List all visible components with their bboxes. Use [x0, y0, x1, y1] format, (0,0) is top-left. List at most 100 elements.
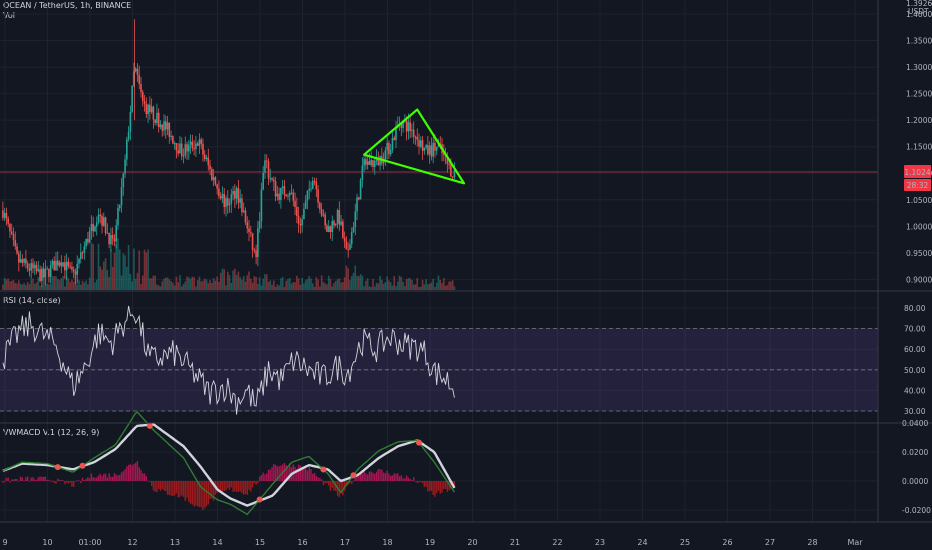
macd-cross-dot — [320, 466, 327, 473]
candle-body — [423, 147, 426, 151]
volume-bar — [71, 279, 73, 290]
macd-hist-bar — [400, 475, 403, 481]
time-axis[interactable]: 9 10 01:00 12 13 14 15 16 17 18 19 20 21 22 23 24 25 26 27… — [2, 538, 863, 547]
volume-bar — [234, 268, 236, 290]
macd-hist-bar — [329, 481, 332, 491]
volume-bar — [7, 278, 9, 290]
candle-body — [382, 161, 385, 164]
macd-hist-bar — [21, 477, 24, 481]
volume-bar — [9, 281, 11, 290]
candle-body — [212, 177, 215, 181]
macd-hist-bar — [23, 480, 25, 482]
macd-hist-bar — [48, 479, 50, 481]
macd-hist-bar — [356, 474, 358, 481]
macd-hist-bar — [101, 475, 103, 481]
macd-hist-bar — [219, 481, 222, 492]
triangle-drawing[interactable] — [363, 108, 466, 185]
volume-bar — [177, 282, 179, 290]
price-tick: 0.9000 — [906, 275, 932, 284]
macd-hist-bar — [359, 472, 362, 481]
volume-bar — [138, 250, 141, 290]
candle-body — [103, 217, 105, 226]
volume-bar — [297, 278, 300, 290]
countdown-text: 28:32 — [907, 181, 929, 190]
rsi-axis[interactable]: 80.00 70.00 60.00 50.00 40.00 30.00 — [904, 304, 926, 416]
volume-bar — [56, 278, 59, 290]
macd-hist-bar — [37, 477, 39, 481]
macd-hist-bar — [427, 481, 429, 492]
macd-hist-bar — [432, 481, 434, 496]
macd-cross-dot — [416, 439, 423, 446]
macd-hist-bar — [62, 480, 64, 482]
macd-hist-bar — [228, 481, 231, 490]
candle-body — [329, 226, 332, 233]
volume-bar — [370, 286, 373, 290]
candle-body — [141, 91, 144, 101]
candle-body — [373, 160, 376, 167]
macd-hist-bar — [172, 481, 174, 497]
candle-body — [414, 136, 417, 138]
macd-label[interactable]: VWMACD V.1 (12, 26, 9) — [3, 428, 100, 437]
macd-hist-bar — [299, 465, 302, 481]
macd-hist-bar — [296, 468, 298, 481]
macd-hist-bar — [234, 481, 236, 492]
volume-bar — [301, 278, 303, 290]
volume-bar — [448, 281, 450, 290]
time-tick: 14 — [212, 538, 222, 547]
candle-body — [246, 222, 249, 229]
macd-hist-bar — [5, 477, 8, 481]
macd-axis[interactable]: 0.0400 0.0200 0.0000 -0.0200 — [902, 419, 931, 515]
volume-bar — [281, 276, 284, 290]
candle-body — [55, 260, 57, 271]
candle-body — [30, 263, 33, 271]
candle-body — [159, 124, 162, 128]
volume-bar — [416, 278, 419, 290]
macd-hist-bar — [384, 473, 387, 481]
macd-hist-bar — [315, 475, 318, 481]
candle-body — [184, 144, 187, 156]
volume-bar — [412, 284, 415, 290]
volume-bar — [257, 283, 259, 290]
macd-hist-bar — [374, 473, 376, 481]
candle-body — [10, 231, 13, 235]
price-tick: 1.3000 — [906, 63, 932, 72]
volume-bar — [292, 282, 295, 290]
candle-body — [395, 127, 397, 141]
macd-hist-bar — [127, 464, 130, 481]
volume-bar — [427, 284, 429, 290]
candle-body — [241, 198, 243, 213]
volume-bar — [411, 279, 413, 290]
macd-hist-bar — [232, 481, 234, 492]
time-tick: 28 — [807, 538, 817, 547]
macd-hist-bar — [278, 466, 280, 481]
volume-bar — [389, 282, 392, 290]
macd-hist-bar — [246, 481, 248, 495]
volume-bar — [377, 283, 380, 290]
volume-bar — [414, 284, 417, 290]
volume-bar — [251, 282, 254, 290]
volume-bar — [72, 281, 75, 290]
macd-hist-bar — [343, 481, 346, 491]
volume-bar — [127, 244, 130, 290]
candle-body — [140, 84, 142, 92]
candle-body — [386, 142, 388, 151]
symbol-title[interactable]: OCEAN / TetherUS, 1h, BINANCE — [3, 1, 132, 10]
volume-bar — [219, 272, 222, 290]
macd-hist-bar — [404, 478, 406, 481]
price-tick: 1.4000 — [906, 10, 932, 19]
volume-bar — [366, 278, 369, 290]
macd-hist-bar — [340, 481, 342, 494]
candle-body — [416, 136, 419, 140]
candle-body — [296, 206, 298, 217]
volume-bar — [186, 276, 188, 290]
volume-bar — [35, 282, 38, 290]
macd-hist-bar — [30, 477, 32, 481]
macd-hist-bar — [308, 466, 310, 481]
rsi-label[interactable]: RSI (14, close) — [3, 296, 61, 305]
volume-bar — [115, 244, 118, 290]
candle-body — [446, 156, 449, 164]
candle-body — [435, 147, 438, 151]
macd-hist-bar — [248, 481, 250, 490]
